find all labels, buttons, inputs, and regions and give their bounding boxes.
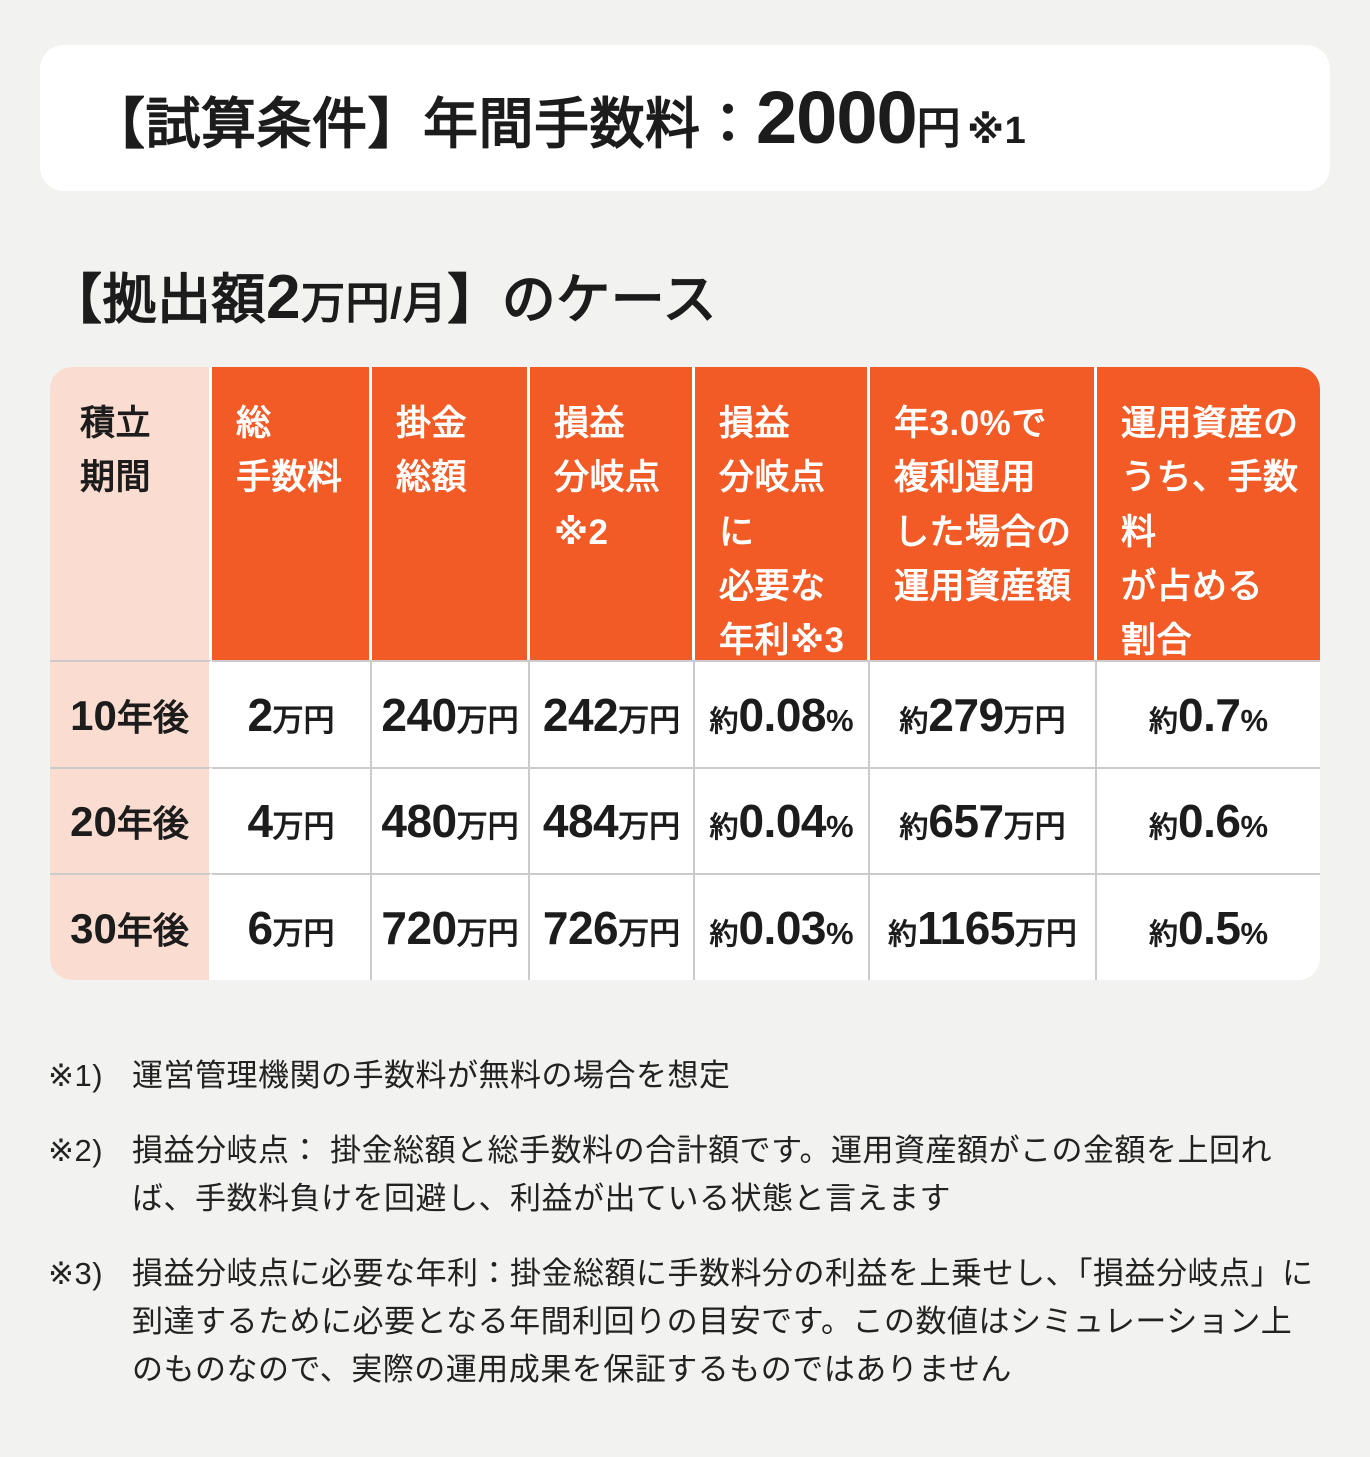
conditions-card: 【試算条件】年間手数料：2000円 ※1: [40, 45, 1330, 191]
cell-10y-breakeven: 242万円: [530, 660, 695, 767]
col-header-total-contribution: 掛金 総額: [372, 367, 530, 660]
col-header-total-fee: 総 手数料: [212, 367, 372, 660]
row-label-30y: 30年後: [50, 873, 212, 980]
row-label-10y: 10年後: [50, 660, 212, 767]
footnote-3-text: 損益分岐点に必要な年利：掛金総額に手数料分の利益を上乗せし、「損益分岐点」に到達…: [132, 1256, 1314, 1388]
col-header-assets-at-3pct: 年3.0%で 複利運用 した場合の 運用資産額: [870, 367, 1097, 660]
footnote-1-text: 運営管理機関の手数料が無料の場合を想定: [132, 1058, 731, 1093]
case-contribution-value: 2: [266, 263, 301, 332]
conditions-label: 【試算条件】年間手数料：: [90, 93, 757, 155]
cell-30y-fee-ratio: 約0.5%: [1097, 873, 1320, 980]
page: 【試算条件】年間手数料：2000円 ※1 【拠出額2万円/月】のケース 積立 期間…: [0, 45, 1370, 1457]
cell-20y-breakeven: 484万円: [530, 767, 695, 873]
cell-20y-total-contribution: 480万円: [372, 767, 530, 873]
cell-10y-fee-ratio: 約0.7%: [1097, 660, 1320, 767]
col-header-required-yield: 損益 分岐点に 必要な 年利※3: [695, 367, 870, 660]
footnote-ref-1: ※1: [967, 110, 1027, 152]
cell-20y-fee-ratio: 約0.6%: [1097, 767, 1320, 873]
footnote-3-marker: ※3): [48, 1256, 104, 1292]
case-heading-pre: 【拠出額: [48, 270, 266, 330]
col-header-breakeven: 損益 分岐点 ※2: [530, 367, 695, 660]
case-contribution-unit: 万円/月: [300, 279, 448, 328]
cell-30y-total-contribution: 720万円: [372, 873, 530, 980]
col-header-fee-ratio: 運用資産の うち、手数料 が占める 割合: [1097, 367, 1320, 660]
case-heading: 【拠出額2万円/月】のケース: [48, 267, 1322, 329]
annual-fee-value: 2000: [756, 76, 918, 159]
fee-simulation-table: 積立 期間 総 手数料 掛金 総額 損益 分岐点 ※2 損益 分岐点に 必要な …: [50, 367, 1320, 980]
footnote-1: ※1) 運営管理機関の手数料が無料の場合を想定: [48, 1052, 1322, 1100]
footnote-2-text: 損益分岐点： 掛金総額と総手数料の合計額です。運用資産額がこの金額を上回れば、手…: [132, 1133, 1273, 1217]
cell-20y-required-yield: 約0.04%: [695, 767, 870, 873]
cell-20y-total-fee: 4万円: [212, 767, 372, 873]
footnotes: ※1) 運営管理機関の手数料が無料の場合を想定 ※2) 損益分岐点： 掛金総額と…: [48, 1052, 1322, 1394]
cell-30y-breakeven: 726万円: [530, 873, 695, 980]
case-heading-post: 】のケース: [447, 270, 718, 330]
cell-30y-assets: 約1165万円: [870, 873, 1097, 980]
annual-fee-unit: 円: [916, 104, 962, 153]
col-header-period: 積立 期間: [50, 367, 212, 660]
cell-10y-assets: 約279万円: [870, 660, 1097, 767]
footnote-1-marker: ※1): [48, 1058, 104, 1093]
cell-30y-required-yield: 約0.03%: [695, 873, 870, 980]
footnote-2: ※2) 損益分岐点： 掛金総額と総手数料の合計額です。運用資産額がこの金額を上回…: [48, 1127, 1322, 1223]
footnote-2-marker: ※2): [48, 1133, 104, 1169]
cell-30y-total-fee: 6万円: [212, 873, 372, 980]
row-label-20y: 20年後: [50, 767, 212, 873]
cell-10y-required-yield: 約0.08%: [695, 660, 870, 767]
cell-20y-assets: 約657万円: [870, 767, 1097, 873]
cell-10y-total-contribution: 240万円: [372, 660, 530, 767]
cell-10y-total-fee: 2万円: [212, 660, 372, 767]
footnote-3: ※3) 損益分岐点に必要な年利：掛金総額に手数料分の利益を上乗せし、「損益分岐点…: [48, 1250, 1322, 1394]
conditions-title: 【試算条件】年間手数料：2000円 ※1: [90, 81, 1026, 155]
